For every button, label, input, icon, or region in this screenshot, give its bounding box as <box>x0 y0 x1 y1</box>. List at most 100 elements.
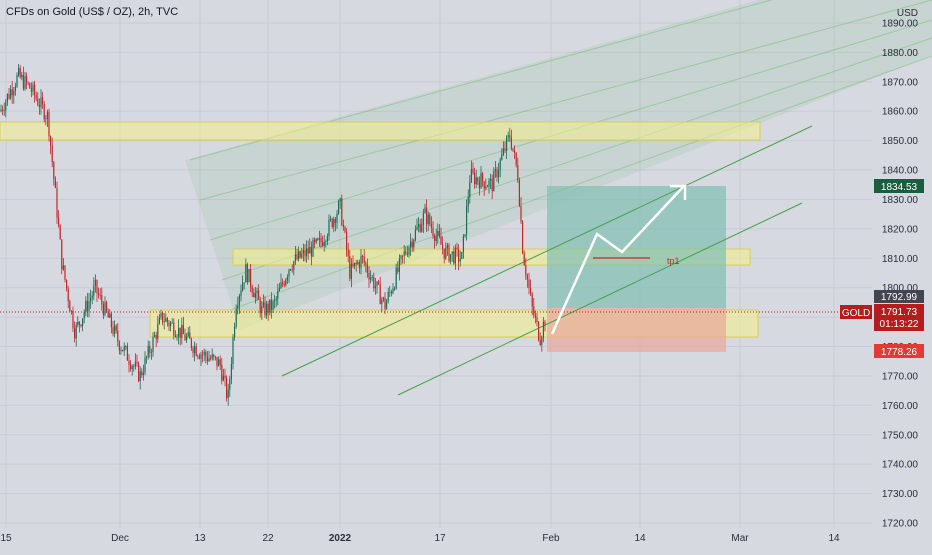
candle-body <box>256 290 258 294</box>
candle-body <box>320 237 322 243</box>
y-tick-label: 1800.00 <box>882 283 919 294</box>
candle-body <box>277 291 279 299</box>
candle-body <box>397 267 399 272</box>
candle-body <box>142 372 144 376</box>
time-axis[interactable]: 15 Dec 13 22 2022 17 Feb 14 Mar 14 <box>0 533 840 544</box>
candle-body <box>240 290 242 296</box>
candle-body <box>323 242 325 246</box>
candle-body <box>440 236 442 245</box>
candle-body <box>363 256 365 263</box>
candle-body <box>498 170 500 178</box>
candle-body <box>165 318 167 322</box>
candle-body <box>528 279 530 289</box>
candle-body <box>98 293 100 296</box>
candle-body <box>243 282 245 284</box>
candle-body <box>5 101 7 111</box>
chart-title: CFDs on Gold (US$ / OZ), 2h, TVC <box>6 6 179 18</box>
candle-body <box>133 366 135 367</box>
candle-body <box>512 148 514 151</box>
candle-body <box>414 229 416 241</box>
candle-body <box>502 148 504 155</box>
candle-body <box>3 110 5 112</box>
candle-body <box>477 177 479 182</box>
candle-body <box>29 83 31 89</box>
candle-body <box>373 277 375 289</box>
candle-body <box>237 305 239 309</box>
price-axis[interactable]: 1890.00 1880.00 1870.00 1860.00 1850.00 1840.… <box>882 19 919 530</box>
candle-body <box>72 310 74 329</box>
candle-body <box>330 218 332 220</box>
candle-body <box>482 173 484 182</box>
candle-body <box>27 82 29 84</box>
candle-body <box>216 356 218 367</box>
candle-body <box>248 268 250 283</box>
candle-body <box>302 249 304 254</box>
candle-body <box>42 97 44 104</box>
candle-body <box>30 88 32 92</box>
candle-body <box>355 262 357 264</box>
candle-body <box>99 295 101 296</box>
current-price-text: 1791.73 <box>881 307 918 318</box>
candle-body <box>301 253 303 258</box>
candle-body <box>226 378 228 399</box>
candle-body <box>398 258 400 272</box>
candle-body <box>222 375 224 381</box>
candle-body <box>261 306 263 314</box>
candle-body <box>445 247 447 259</box>
candle-body <box>368 273 370 280</box>
candle-body <box>96 279 98 294</box>
candle-body <box>386 301 388 310</box>
candle-body <box>138 363 140 381</box>
candle-body <box>400 255 402 259</box>
symbol-text: GOLD <box>842 308 870 319</box>
candle-body <box>472 169 474 173</box>
candle-body <box>389 291 391 293</box>
candle-body <box>379 283 381 305</box>
candle-body <box>341 198 343 226</box>
candle-body <box>10 89 12 99</box>
candle-body <box>429 214 431 225</box>
candle-body <box>171 322 173 324</box>
candle-body <box>478 181 480 189</box>
candle-body <box>499 159 501 171</box>
candle-body <box>232 337 234 365</box>
candle-body <box>141 371 143 376</box>
stop-price-tag <box>874 344 924 358</box>
candle-body <box>442 244 444 249</box>
candle-body <box>434 235 436 242</box>
y-tick-label: 1760.00 <box>882 401 919 412</box>
candle-body <box>93 285 95 296</box>
candle-body <box>344 226 346 232</box>
candle-body <box>394 288 396 290</box>
candle-body <box>314 239 316 243</box>
candle-body <box>509 135 511 138</box>
candle-body <box>333 219 335 227</box>
countdown-text: 01:13:22 <box>880 319 919 330</box>
candle-body <box>538 322 540 341</box>
candle-body <box>18 67 20 75</box>
candle-body <box>120 349 122 351</box>
candle-body <box>299 251 301 258</box>
candle-body <box>451 251 453 255</box>
y-tick-label: 1850.00 <box>882 136 919 147</box>
candle-body <box>259 299 261 314</box>
candle-body <box>450 254 452 262</box>
candle-body <box>158 317 160 324</box>
candle-body <box>109 313 111 318</box>
x-tick-label: 14 <box>634 533 646 544</box>
candle-body <box>190 338 192 349</box>
candle-body <box>6 93 8 102</box>
candle-body <box>91 295 93 299</box>
candle-body <box>485 186 487 189</box>
candle-body <box>205 351 207 357</box>
candle-body <box>117 330 119 342</box>
candle-body <box>94 279 96 286</box>
candle-body <box>411 241 413 248</box>
candle-body <box>48 111 50 137</box>
candle-body <box>131 366 133 370</box>
candle-body <box>219 359 221 366</box>
fib-channel <box>185 0 932 330</box>
candle-body <box>267 303 269 313</box>
